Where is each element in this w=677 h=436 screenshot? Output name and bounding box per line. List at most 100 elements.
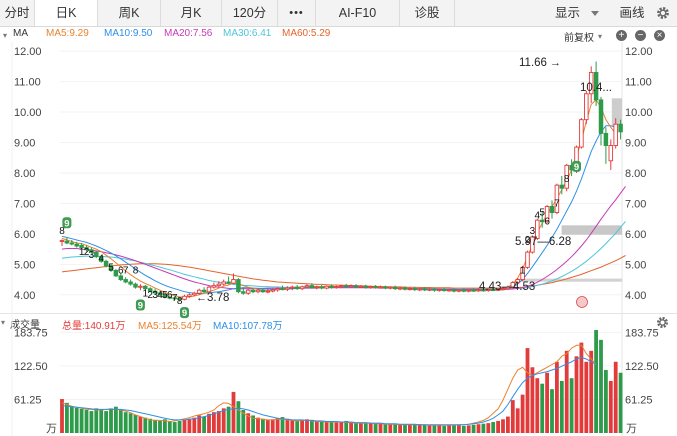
- candle-up: [368, 286, 373, 288]
- volume-bar: [207, 413, 211, 433]
- candle-up: [437, 289, 442, 292]
- candle-down: [162, 294, 168, 298]
- close-icon[interactable]: ×: [654, 30, 665, 41]
- volume-bar: [403, 424, 407, 433]
- candle-down: [143, 285, 148, 290]
- candle-up: [456, 289, 462, 292]
- volume-bar: [226, 406, 231, 433]
- volume-bar: [118, 409, 123, 433]
- sequence-badge: [135, 299, 145, 311]
- volume-bar: [618, 372, 623, 433]
- volume-bar: [319, 421, 324, 433]
- volume-bar: [368, 423, 373, 433]
- candle-up: [138, 285, 143, 288]
- tab-weekly-k[interactable]: 周K: [98, 0, 161, 26]
- candle-down: [618, 123, 623, 133]
- settings-gear-icon[interactable]: [655, 6, 671, 20]
- volume-bar: [354, 422, 358, 433]
- sequence-number: 2: [84, 247, 90, 258]
- sequence-number: 3: [530, 226, 536, 237]
- tab-120min[interactable]: 120分: [222, 0, 278, 26]
- volume-bar: [437, 425, 442, 433]
- zoom-in-icon[interactable]: +: [616, 30, 627, 41]
- volume-bar: [422, 424, 427, 433]
- volume-bar: [594, 330, 598, 433]
- range-band-mid: [561, 225, 622, 235]
- volume-bar: [383, 423, 388, 433]
- price-tick-label-left: 5.00: [14, 259, 35, 271]
- volume-bar: [69, 406, 74, 433]
- candle-up: [579, 119, 584, 148]
- sequence-number: 8: [564, 174, 570, 185]
- tab-label: 分时: [4, 6, 30, 20]
- volume-settings-gear-icon[interactable]: [655, 316, 669, 329]
- volume-title[interactable]: 成交量: [10, 320, 40, 331]
- sequence-badge: [62, 217, 72, 229]
- volume-bar: [138, 416, 143, 433]
- candle-up: [584, 93, 589, 121]
- volume-bar: [89, 411, 94, 433]
- price-tick-label-left: 4.00: [14, 290, 35, 302]
- tab-daily-k[interactable]: 日K: [35, 0, 98, 26]
- candle-up: [525, 251, 530, 268]
- adjust-label[interactable]: 前复权: [564, 33, 594, 44]
- volume-unit-right: 万: [626, 423, 637, 435]
- seal-marker-icon: [576, 296, 588, 308]
- adjust-chevron-down-icon[interactable]: ▾: [598, 32, 603, 41]
- zoom-out-icon[interactable]: −: [635, 30, 646, 41]
- volume-ma5: MA5:125.54万: [138, 321, 202, 332]
- candle-up: [505, 286, 511, 290]
- price-tick-label-left: 11.00: [14, 77, 41, 89]
- more-tabs-button[interactable]: •••: [278, 0, 316, 26]
- volume-tick-label-left: 122.50: [14, 361, 48, 373]
- volume-bar: [491, 422, 496, 433]
- price-tick-label-right: 7.00: [625, 198, 646, 210]
- candle-up: [530, 236, 535, 253]
- candle-down: [108, 265, 114, 271]
- tab-label: 周K: [118, 6, 140, 20]
- collapse-arrow-icon[interactable]: ▾: [2, 31, 7, 40]
- volume-collapse-arrow-icon[interactable]: ▾: [1, 318, 6, 327]
- display-dropdown[interactable]: 显示: [545, 0, 610, 26]
- volume-header: ▾ 成交量 总量:140.91万 MA5:125.54万 MA10:107.78…: [0, 313, 677, 332]
- sequence-number: 8: [59, 226, 65, 237]
- price-tick-label-right: 6.00: [625, 229, 646, 241]
- candle-down: [236, 279, 241, 293]
- candle-down: [451, 289, 457, 292]
- tab-intraday[interactable]: 分时: [0, 0, 35, 26]
- candle-up: [196, 289, 202, 294]
- volume-tick-label-right: 183.75: [625, 327, 659, 339]
- ma10-line: [61, 125, 616, 295]
- volume-bar: [314, 420, 319, 433]
- tab-diagnose[interactable]: 诊股: [400, 0, 455, 26]
- candle-down: [118, 275, 124, 280]
- candle-up: [510, 282, 516, 288]
- high-price-label: 11.66: [519, 57, 547, 69]
- volume-bar: [163, 419, 167, 433]
- volume-bar: [506, 416, 510, 433]
- indicator-name[interactable]: MA: [13, 28, 28, 39]
- tab-monthly-k[interactable]: 月K: [161, 0, 222, 26]
- candle-up: [299, 286, 305, 290]
- volume-bar: [613, 361, 618, 433]
- candle-down: [481, 289, 486, 292]
- candle-up: [275, 288, 280, 291]
- tab-ai-f10[interactable]: AI-F10: [316, 0, 400, 26]
- volume-bar: [280, 417, 285, 433]
- sequence-badge: [180, 307, 189, 319]
- candle-up: [265, 290, 271, 293]
- volume-bar: [476, 424, 481, 433]
- range-mid-label: 5.97—6.28: [515, 236, 571, 248]
- price-tick-label-right: 11.00: [625, 77, 652, 89]
- volume-bar: [202, 416, 206, 433]
- sequence-number: 1: [143, 288, 149, 299]
- range-low-label: 4.43—4.53: [479, 281, 535, 293]
- draw-line-button[interactable]: 画线: [612, 0, 652, 26]
- candle-down: [89, 249, 94, 253]
- candle-up: [255, 289, 261, 293]
- volume-bar: [329, 422, 334, 433]
- volume-bar: [359, 423, 363, 433]
- price-tick-label-left: 9.00: [14, 138, 35, 150]
- display-label: 显示: [555, 6, 581, 20]
